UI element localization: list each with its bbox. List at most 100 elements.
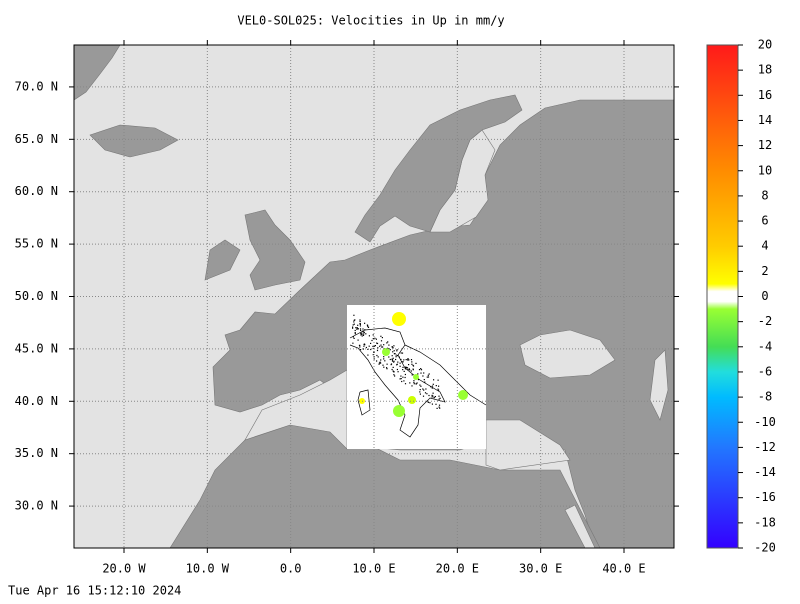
station [426, 393, 428, 395]
station [411, 363, 413, 365]
station [359, 323, 361, 325]
station [356, 327, 358, 329]
station [413, 383, 415, 385]
timestamp: Tue Apr 16 15:12:10 2024 [8, 584, 181, 598]
station [363, 331, 365, 334]
station [378, 362, 381, 364]
station [382, 364, 384, 366]
station [387, 341, 389, 343]
station [423, 372, 425, 374]
station [438, 385, 440, 387]
iceland [89, 124, 179, 158]
station [383, 344, 385, 346]
station [386, 367, 388, 369]
station [433, 379, 435, 381]
station [363, 343, 366, 345]
station [391, 355, 393, 357]
station [393, 374, 395, 376]
station [382, 346, 384, 348]
station [405, 366, 408, 368]
station [362, 348, 364, 350]
caspian-sea [649, 349, 669, 421]
station [399, 378, 401, 380]
station [413, 381, 415, 384]
station [398, 356, 400, 358]
station [425, 388, 427, 390]
station [415, 383, 417, 385]
station [372, 334, 374, 336]
station [432, 383, 434, 385]
station [352, 326, 354, 328]
station [399, 365, 401, 367]
station [431, 403, 433, 405]
station [359, 346, 361, 348]
station [375, 338, 377, 340]
station [365, 346, 367, 349]
station [380, 359, 382, 361]
station [393, 345, 395, 347]
station [383, 358, 385, 360]
colorbar-label: 2 [761, 264, 768, 278]
station [410, 370, 412, 372]
station [438, 395, 440, 397]
station [379, 361, 381, 363]
station [407, 358, 409, 360]
ireland [204, 239, 241, 281]
station [439, 407, 441, 409]
station [432, 392, 434, 394]
station [401, 380, 403, 383]
station [432, 395, 434, 397]
station [376, 354, 378, 357]
station [356, 328, 358, 330]
station [408, 368, 410, 370]
station [405, 359, 407, 361]
station [380, 340, 383, 342]
station [373, 358, 375, 360]
station [393, 371, 395, 373]
station [388, 344, 390, 346]
station [358, 344, 361, 346]
station [392, 370, 394, 372]
station [426, 376, 428, 378]
station [359, 319, 361, 321]
station [439, 397, 441, 399]
great-britain [244, 209, 306, 291]
station [367, 325, 369, 328]
station [361, 335, 363, 337]
station [438, 404, 441, 406]
station [377, 347, 379, 349]
y-tick-label: 60.0 N [15, 184, 58, 198]
colorbar-label: 18 [758, 63, 772, 77]
station [395, 354, 397, 356]
station [353, 323, 355, 325]
station [435, 385, 437, 387]
station [354, 332, 356, 334]
station [400, 378, 402, 380]
station [391, 368, 393, 371]
station [431, 385, 434, 387]
station [422, 395, 425, 397]
colorbar-label: -6 [758, 364, 772, 378]
station [362, 334, 365, 336]
station [437, 379, 439, 381]
station [404, 367, 406, 369]
station [370, 348, 372, 351]
station [402, 361, 404, 363]
anomaly-blob [408, 396, 416, 404]
station [400, 352, 402, 354]
station [393, 360, 395, 362]
station [379, 345, 381, 347]
station [393, 361, 395, 363]
station [422, 375, 424, 377]
x-tick-label: 10.0 E [352, 562, 395, 576]
station [353, 314, 355, 316]
station [427, 376, 430, 378]
station [403, 370, 405, 372]
station [420, 369, 423, 371]
anomaly-blob [382, 348, 390, 356]
colorbar-label: -8 [758, 390, 772, 404]
station [399, 362, 401, 364]
station [372, 338, 374, 340]
axes: 20.0 W 10.0 W 0.0 10.0 E 20.0 E 30.0 E 40.0 E 3… [15, 40, 679, 576]
station [360, 334, 362, 336]
